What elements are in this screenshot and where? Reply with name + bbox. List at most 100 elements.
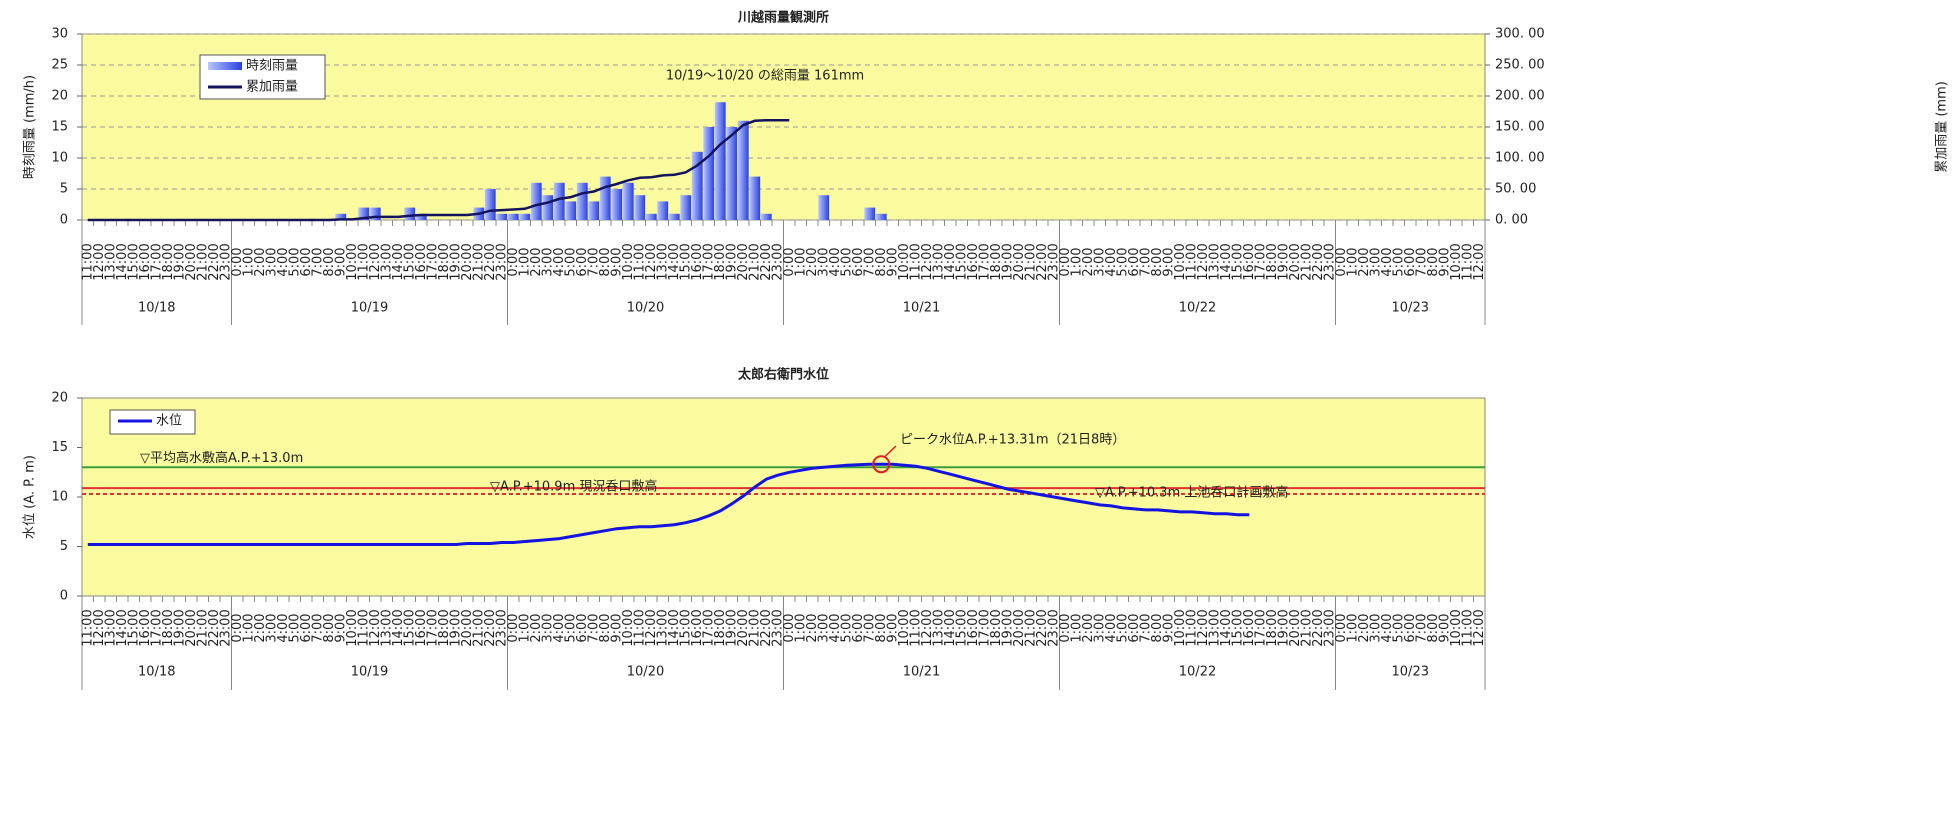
x-tick-label: 18:00 [713,609,728,646]
x-tick-label: 8:00 [322,613,337,642]
x-tick-label: 22:00 [207,609,222,646]
x-tick-label: 17:00 [149,609,164,646]
x-tick-label: 4:00 [828,613,843,642]
x-tick-label: 20:00 [460,243,475,280]
date-label: 10/21 [903,665,940,680]
x-tick-label: 17:00 [149,243,164,280]
x-tick-label: 3:00 [264,613,279,642]
x-tick-label: 14:00 [115,243,130,280]
x-tick-label: 11:00 [80,609,95,646]
bar [622,182,634,220]
x-tick-label: 15:00 [402,243,417,280]
annotation: 10/19～10/20 の総雨量 161mm [666,69,864,84]
x-tick-label: 19:00 [724,243,739,280]
x-tick-label: 13:00 [379,609,394,646]
x-tick-label: 17:00 [977,609,992,646]
bar [657,201,669,220]
plot-area [81,397,1486,597]
bar [691,151,703,220]
x-tick-label: 12:00 [368,609,383,646]
x-tick-label: 9:00 [333,247,348,276]
x-tick-label: 10:00 [345,243,360,280]
x-tick-label: 1:00 [241,613,256,642]
x-tick-label: 4:00 [1380,247,1395,276]
x-tick-label: 11:00 [1184,243,1199,280]
x-tick-label: 1:00 [793,247,808,276]
x-tick-label: 10:00 [1449,609,1464,646]
x-tick-label: 7:00 [1138,247,1153,276]
x-tick-label: 3:00 [1368,613,1383,642]
x-tick-label: 9:00 [1161,247,1176,276]
x-tick-label: 9:00 [885,613,900,642]
x-tick-label: 1:00 [517,247,532,276]
x-tick-label: 5:00 [1391,613,1406,642]
bar [507,213,519,220]
x-tick-label: 0:00 [1334,613,1349,642]
x-tick-label: 20:00 [460,609,475,646]
x-tick-label: 9:00 [609,247,624,276]
x-tick-label: 4:00 [828,247,843,276]
x-tick-label: 7:00 [310,247,325,276]
y-tick-label: 20 [51,391,68,406]
x-tick-label: 22:00 [759,609,774,646]
y-tick-label: 0 [60,213,68,228]
bar [864,207,876,220]
x-tick-label: 15:00 [1230,609,1245,646]
x-tick-label: 1:00 [1069,613,1084,642]
bar [519,213,531,220]
x-tick-label: 10:00 [897,243,912,280]
x-tick-label: 7:00 [586,247,601,276]
x-tick-label: 18:00 [437,243,452,280]
x-tick-label: 21:00 [195,609,210,646]
x-tick-label: 14:00 [391,243,406,280]
x-tick-label: 18:00 [1265,609,1280,646]
x-tick-label: 12:00 [1472,609,1487,646]
legend-swatch [208,62,242,70]
x-tick-label: 2:00 [1081,247,1096,276]
x-tick-label: 17:00 [701,243,716,280]
x-tick-label: 19:00 [1276,609,1291,646]
x-tick-label: 15:00 [126,243,141,280]
x-tick-label: 21:00 [747,609,762,646]
x-tick-label: 19:00 [172,243,187,280]
y2-tick-label: 200. 00 [1495,89,1545,104]
x-tick-label: 8:00 [1150,613,1165,642]
x-tick-label: 4:00 [1380,613,1395,642]
x-tick-label: 12:00 [1196,609,1211,646]
y-tick-label: 15 [51,120,68,135]
y-tick-label: 0 [60,589,68,604]
x-tick-label: 5:00 [287,247,302,276]
legend-label: 累加雨量 [246,80,298,95]
x-tick-label: 22:00 [1035,243,1050,280]
x-tick-label: 23:00 [1322,243,1337,280]
x-tick-label: 9:00 [885,247,900,276]
x-tick-label: 4:00 [1104,613,1119,642]
x-tick-label: 11:00 [356,243,371,280]
x-tick-label: 10:00 [1449,243,1464,280]
x-tick-label: 23:00 [770,609,785,646]
x-tick-label: 7:00 [862,613,877,642]
bar [668,213,680,220]
bar [645,213,657,220]
x-tick-label: 13:00 [655,609,670,646]
x-tick-label: 19:00 [1000,609,1015,646]
x-tick-label: 4:00 [276,613,291,642]
x-tick-label: 0:00 [782,613,797,642]
x-tick-label: 14:00 [115,609,130,646]
x-tick-label: 11:00 [1184,609,1199,646]
y-tick-label: 15 [51,440,68,455]
peak-marker [872,455,891,474]
x-tick-label: 21:00 [1023,243,1038,280]
x-tick-label: 5:00 [563,247,578,276]
x-tick-label: 20:00 [1012,243,1027,280]
x-tick-label: 21:00 [195,243,210,280]
series-line [87,118,790,222]
x-tick-label: 11:00 [908,243,923,280]
y-axis-title: 水位 (A. P. m) [23,455,38,539]
x-tick-label: 5:00 [839,613,854,642]
x-tick-label: 12:00 [92,609,107,646]
x-tick-label: 16:00 [138,243,153,280]
x-tick-label: 19:00 [1000,243,1015,280]
bar [680,195,692,220]
x-tick-label: 0:00 [506,247,521,276]
